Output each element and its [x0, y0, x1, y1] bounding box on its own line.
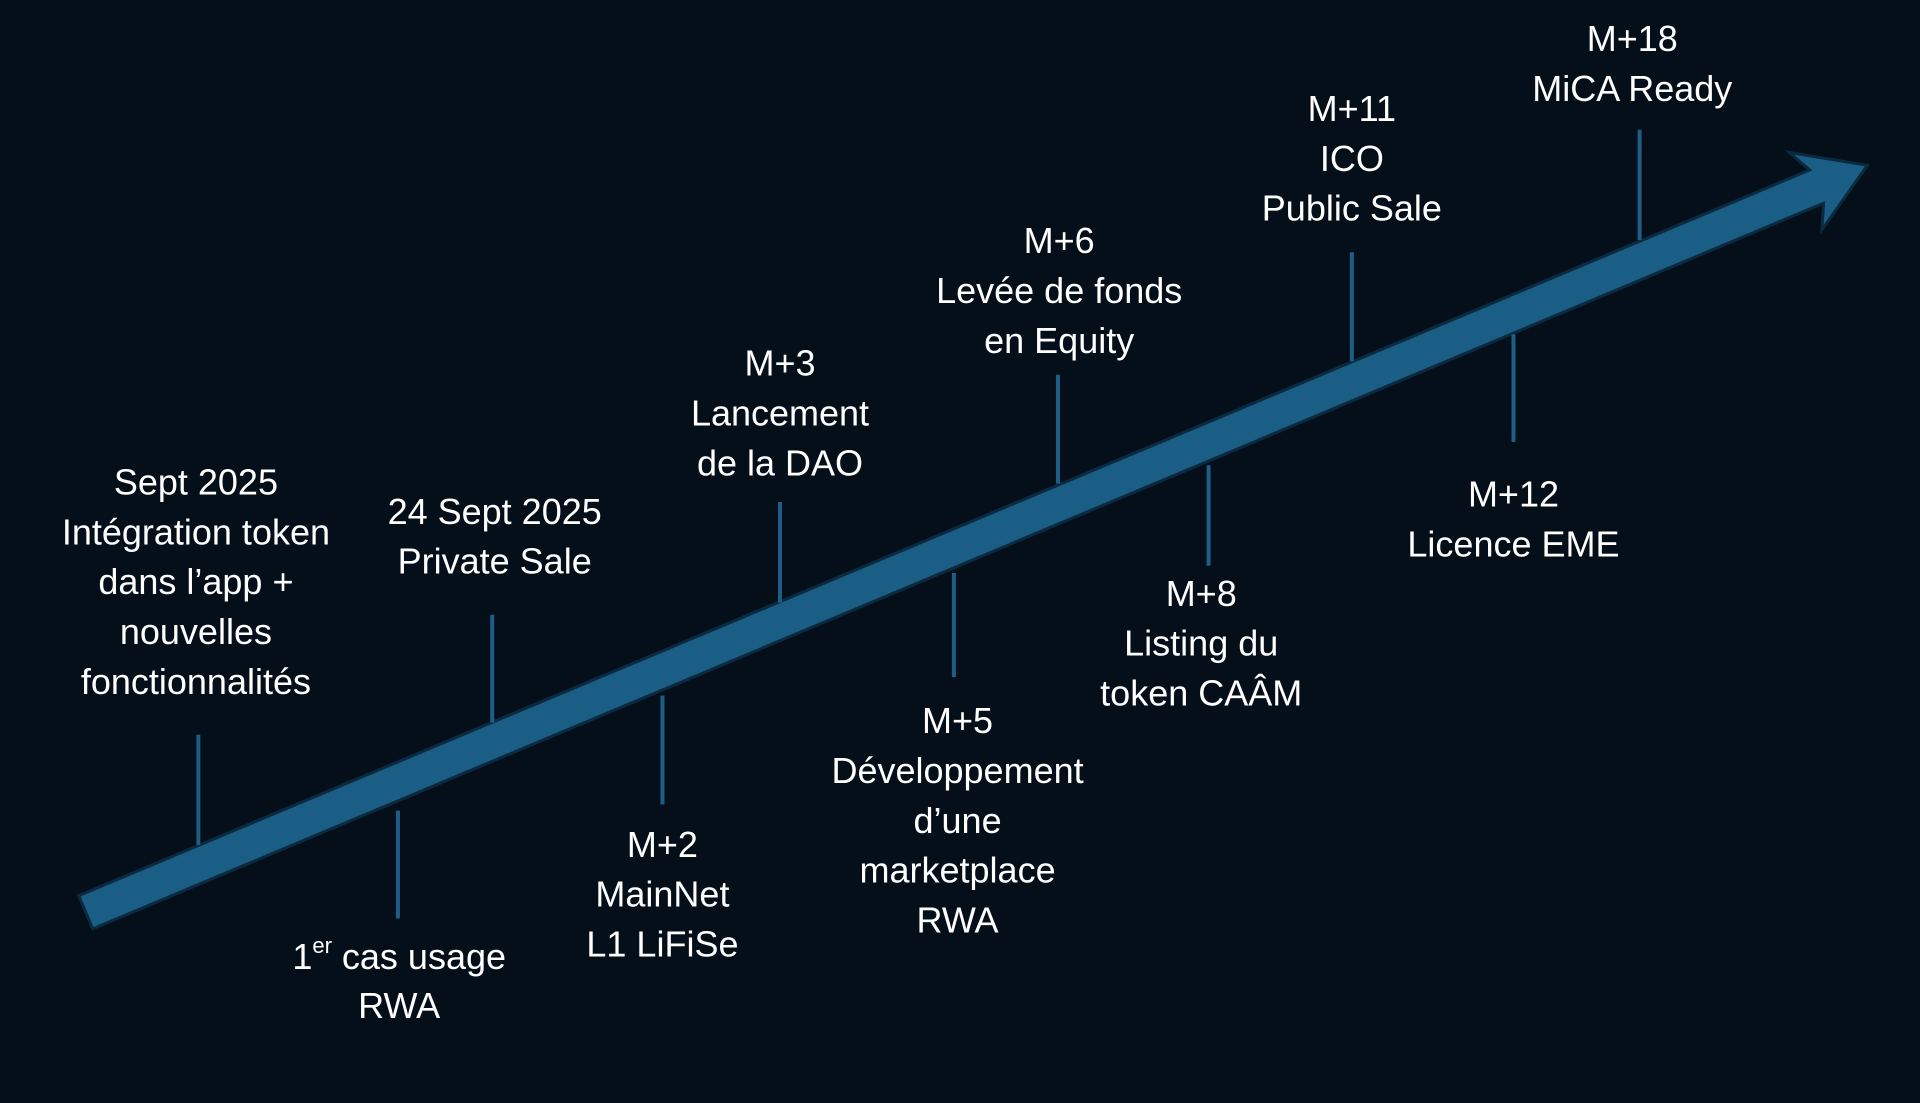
milestone-label: d’une: [914, 800, 1002, 841]
label-text: cas usage: [332, 935, 506, 976]
milestone-label: de la DAO: [697, 442, 863, 483]
milestone-label: Public Sale: [1262, 188, 1442, 229]
milestone-label: RWA: [917, 900, 999, 941]
milestone-label: M+3: [744, 343, 815, 384]
milestone-label: dans l’app +: [98, 561, 293, 602]
milestone-label: Développement: [831, 750, 1083, 791]
milestone-label: token CAÂM: [1100, 673, 1302, 714]
milestone-label: RWA: [358, 985, 440, 1026]
milestone-label: 1er cas usage: [292, 933, 506, 977]
milestone-label: marketplace: [860, 850, 1056, 891]
timeline-arrow: [76, 150, 1870, 931]
milestone-label: M+18: [1587, 18, 1678, 59]
milestone-label: Lancement: [691, 392, 869, 433]
milestone-label: L1 LiFiSe: [586, 924, 738, 965]
milestone-label: M+8: [1166, 573, 1237, 614]
milestone-label: Listing du: [1124, 623, 1278, 664]
milestone-label: M+12: [1468, 474, 1559, 515]
milestone-label: Intégration token: [62, 511, 330, 552]
milestone-label: MiCA Ready: [1532, 68, 1732, 109]
milestone-label: 24 Sept 2025: [388, 491, 602, 532]
label-text: 1: [292, 935, 312, 976]
milestone-label: Sept 2025: [114, 461, 278, 502]
milestone-label: M+5: [922, 700, 993, 741]
milestone-label: nouvelles: [120, 611, 272, 652]
milestone-label: Levée de fonds: [936, 270, 1182, 311]
milestone-label: M+6: [1024, 220, 1095, 261]
milestone-label: Licence EME: [1407, 523, 1619, 564]
milestone-label: MainNet: [595, 874, 729, 915]
milestone-label: M+2: [627, 824, 698, 865]
milestone-label: M+11: [1308, 88, 1396, 129]
superscript: er: [312, 933, 332, 958]
milestone-label: en Equity: [984, 320, 1134, 361]
milestone-label: fonctionnalités: [81, 661, 311, 702]
milestone-label: ICO: [1320, 138, 1384, 179]
milestone-label: Private Sale: [398, 541, 592, 582]
